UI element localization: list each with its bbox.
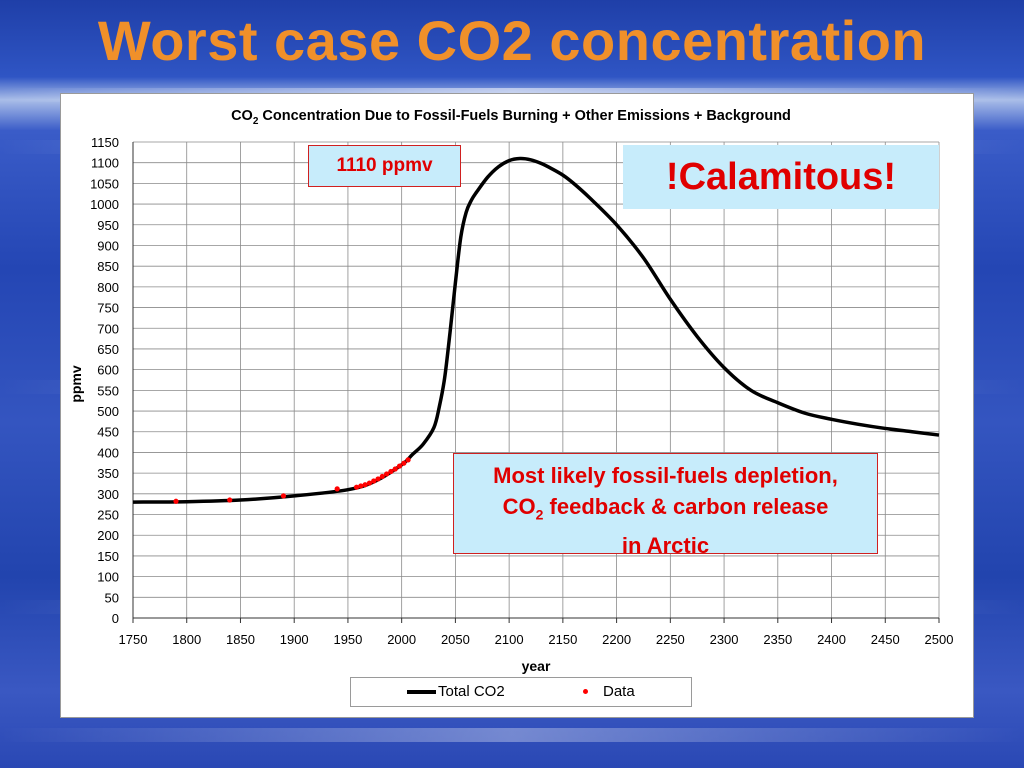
y-tick-label: 600 (97, 363, 119, 378)
x-tick-label: 2400 (817, 632, 846, 647)
calamitous-callout: !Calamitous! (623, 145, 939, 209)
tick-labels: 0 50 100 150 200 250 300 350 400 450 500 550 600 650 7… (90, 135, 953, 647)
y-tick-label: 1100 (91, 156, 119, 171)
legend-line-swatch (407, 690, 436, 694)
legend-dot-swatch (583, 689, 588, 694)
y-axis-label: ppmv (68, 365, 84, 403)
data-point (371, 478, 377, 484)
note-line-1: Most likely fossil-fuels depletion, (493, 463, 838, 488)
data-point (405, 457, 411, 463)
data-point (173, 498, 179, 504)
y-tick-label: 650 (97, 342, 119, 357)
data-point (375, 476, 381, 482)
series (132, 156, 940, 504)
y-tick-label: 300 (97, 487, 119, 502)
depletion-note-callout: Most likely fossil-fuels depletion, CO2 … (453, 453, 878, 558)
x-tick-label: 2250 (656, 632, 685, 647)
y-tick-label: 1000 (90, 197, 119, 212)
x-tick-label: 2100 (495, 632, 524, 647)
data-point (384, 471, 390, 477)
y-tick-label: 850 (97, 259, 119, 274)
peak-callout: 1110 ppmv (308, 145, 461, 187)
y-tick-label: 0 (112, 611, 119, 626)
y-tick-label: 250 (97, 508, 119, 523)
x-tick-label: 2200 (602, 632, 631, 647)
x-tick-label: 2500 (925, 632, 954, 647)
y-tick-label: 700 (97, 321, 119, 336)
chart-panel: 0 50 100 150 200 250 300 350 400 450 500 550 600 650 7… (60, 93, 974, 718)
data-point (392, 466, 398, 472)
data-point (366, 480, 373, 486)
data-point (379, 473, 385, 480)
y-tick-label: 1150 (91, 135, 119, 150)
data-point (353, 484, 360, 490)
x-tick-label: 1950 (333, 632, 362, 647)
data-point (396, 463, 403, 469)
x-tick-label: 1750 (119, 632, 148, 647)
y-tick-label: 900 (97, 238, 119, 253)
y-tick-label: 100 (97, 570, 119, 585)
y-tick-label: 750 (97, 301, 119, 316)
note-line-2: CO2 feedback & carbon release (502, 494, 829, 523)
y-tick-label: 550 (97, 383, 119, 398)
data-point (362, 482, 368, 488)
y-tick-label: 350 (97, 466, 119, 481)
data-point (358, 483, 364, 489)
x-tick-label: 2050 (441, 632, 470, 647)
legend-label-total: Total CO2 (438, 683, 505, 700)
chart-title: CO2 Concentration Due to Fossil-Fuels Bu… (231, 108, 791, 127)
y-tick-label: 200 (97, 528, 119, 543)
legend-label-data: Data (603, 683, 635, 700)
slide-title: Worst case CO2 concentration (97, 9, 927, 72)
x-tick-label: 2350 (763, 632, 792, 647)
data-point (280, 493, 287, 499)
x-tick-label: 2450 (871, 632, 900, 647)
data-point (388, 468, 394, 475)
data-point (401, 460, 407, 466)
legend: Total CO2 Data (350, 677, 692, 707)
note-line-3: in Arctic (621, 533, 710, 559)
background-streak (0, 728, 1024, 742)
y-tick-label: 500 (97, 404, 119, 419)
x-tick-label: 2300 (710, 632, 739, 647)
y-tick-label: 400 (97, 445, 119, 460)
y-tick-label: 150 (97, 549, 119, 564)
x-tick-label: 1900 (280, 632, 309, 647)
y-tick-label: 950 (97, 218, 119, 233)
x-axis-label: year (522, 658, 551, 674)
y-tick-label: 1050 (90, 176, 119, 191)
data-point (334, 486, 340, 492)
y-tick-label: 800 (97, 280, 119, 295)
x-tick-label: 2000 (387, 632, 416, 647)
x-tick-label: 1850 (226, 632, 255, 647)
y-tick-label: 50 (105, 590, 119, 605)
data-point (227, 497, 233, 503)
y-tick-label: 450 (97, 425, 119, 440)
total-co2-line (132, 156, 940, 504)
x-tick-label: 2150 (548, 632, 577, 647)
x-tick-label: 1800 (172, 632, 201, 647)
